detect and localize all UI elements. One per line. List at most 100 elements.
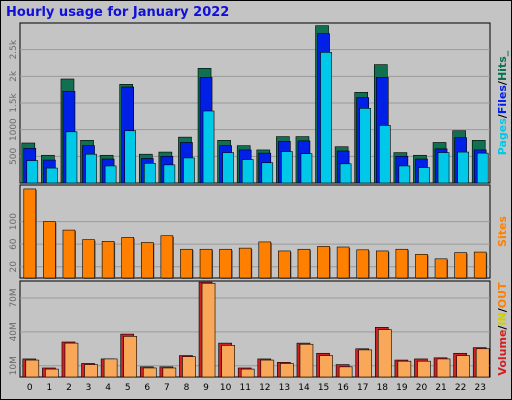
legend-sites-part: Sites <box>496 216 509 247</box>
x-tick-label: 21 <box>435 383 446 393</box>
pages-bar <box>124 130 137 184</box>
y-tick-label: 40M <box>9 322 19 341</box>
volume-in-bar <box>162 367 177 378</box>
sites-bar <box>356 249 370 279</box>
sites-bar <box>297 248 311 279</box>
legend-pages-files-hits-part: _ <box>496 50 509 56</box>
volume-in-bar <box>338 366 353 378</box>
y-tick-label: 1000 <box>9 118 19 141</box>
sites-bar <box>101 241 115 279</box>
x-tick-label: 15 <box>318 383 329 393</box>
volume-in-bar <box>64 342 79 378</box>
sites-bar <box>278 250 291 279</box>
x-tick-label: 4 <box>105 383 111 393</box>
y-tick-label: 100 <box>9 213 19 230</box>
x-tick-label: 17 <box>357 383 368 393</box>
pages-bar <box>65 131 78 184</box>
legend-pages-files-hits-part: Hits <box>496 56 509 81</box>
sites-bar <box>317 246 330 279</box>
y-tick-label: 10M <box>9 356 19 375</box>
x-tick-label: 3 <box>86 383 92 393</box>
pages-bar <box>359 108 372 184</box>
volume-in-bar <box>84 364 98 378</box>
y-tick-label: 2.5k <box>9 39 19 59</box>
pages-bar <box>261 162 274 184</box>
sites-bar <box>160 235 174 279</box>
volume-in-bar <box>45 368 59 378</box>
sites-bar <box>395 248 409 279</box>
x-tick-label: 18 <box>377 383 389 393</box>
volume-in-bar <box>280 363 294 378</box>
y-tick-label: 2k <box>9 70 19 82</box>
pages-bar <box>398 165 411 184</box>
x-tick-label: 2 <box>66 383 72 393</box>
pages-bar <box>418 167 430 184</box>
volume-in-bar <box>103 358 118 378</box>
volume-in-bar <box>25 359 40 378</box>
volume-in-bar <box>260 359 275 378</box>
volume-in-bar <box>358 349 373 378</box>
volume-in-bar <box>221 345 235 378</box>
sites-bar <box>121 237 135 279</box>
legend-pages-files-hits-part: / <box>496 113 509 118</box>
sites-bar <box>219 248 232 279</box>
pages-bar <box>378 125 391 184</box>
x-tick-label: 8 <box>184 383 190 393</box>
x-tick-label: 19 <box>396 383 408 393</box>
sites-bar <box>415 254 428 279</box>
y-tick-label: 20 <box>9 261 19 273</box>
x-tick-label: 10 <box>220 383 232 393</box>
legend-volume-part: IN <box>496 312 509 325</box>
x-tick-label: 9 <box>203 383 209 393</box>
sites-bar <box>336 246 350 279</box>
pages-bar <box>104 165 117 184</box>
sites-bar <box>23 188 37 279</box>
x-tick-label: 0 <box>27 383 33 393</box>
sites-bar <box>434 258 448 279</box>
sites-bar <box>238 247 252 279</box>
pages-bar <box>183 157 195 184</box>
volume-in-bar <box>436 358 451 378</box>
legend-volume-part: / <box>496 307 509 312</box>
sites-bar <box>375 250 389 279</box>
x-tick-label: 20 <box>416 383 428 393</box>
sites-bar <box>82 239 95 279</box>
legend-pages-files-hits-part: Files <box>496 85 509 115</box>
pages-bar <box>46 167 58 184</box>
y-tick-label: 70M <box>9 288 19 307</box>
volume-in-bar <box>319 355 333 378</box>
x-tick-label: 22 <box>455 383 466 393</box>
volume-in-bar <box>475 348 490 378</box>
sites-bar <box>140 242 154 279</box>
pages-bar <box>85 153 97 184</box>
panel-border <box>19 280 491 378</box>
y-tick-label: 500 <box>9 147 19 164</box>
pages-bar <box>163 164 176 184</box>
x-tick-label: 12 <box>259 383 270 393</box>
x-tick-label: 13 <box>279 383 290 393</box>
volume-in-bar <box>377 329 392 378</box>
volume-in-bar <box>240 368 255 378</box>
x-tick-label: 14 <box>298 383 310 393</box>
pages-bar <box>320 52 332 184</box>
volume-in-bar <box>182 356 196 378</box>
x-tick-label: 16 <box>337 383 349 393</box>
chart-title: Hourly usage for January 2022 <box>6 5 230 20</box>
y-tick-label: 1.5k <box>9 92 19 112</box>
sites-bar <box>473 251 487 279</box>
x-tick-label: 7 <box>164 383 170 393</box>
sites-bar <box>199 248 213 279</box>
volume-in-bar <box>142 367 157 378</box>
pages-bar <box>241 159 254 184</box>
pages-bar <box>143 162 156 184</box>
volume-in-bar <box>417 360 431 378</box>
pages-bar <box>300 153 313 184</box>
pages-bar <box>202 110 215 184</box>
legend-sites: Sites <box>496 216 509 247</box>
pages-bar <box>26 160 39 184</box>
volume-in-bar <box>456 355 470 378</box>
x-tick-label: 5 <box>125 383 131 393</box>
legend-pages-files-hits-part: / <box>496 80 509 85</box>
